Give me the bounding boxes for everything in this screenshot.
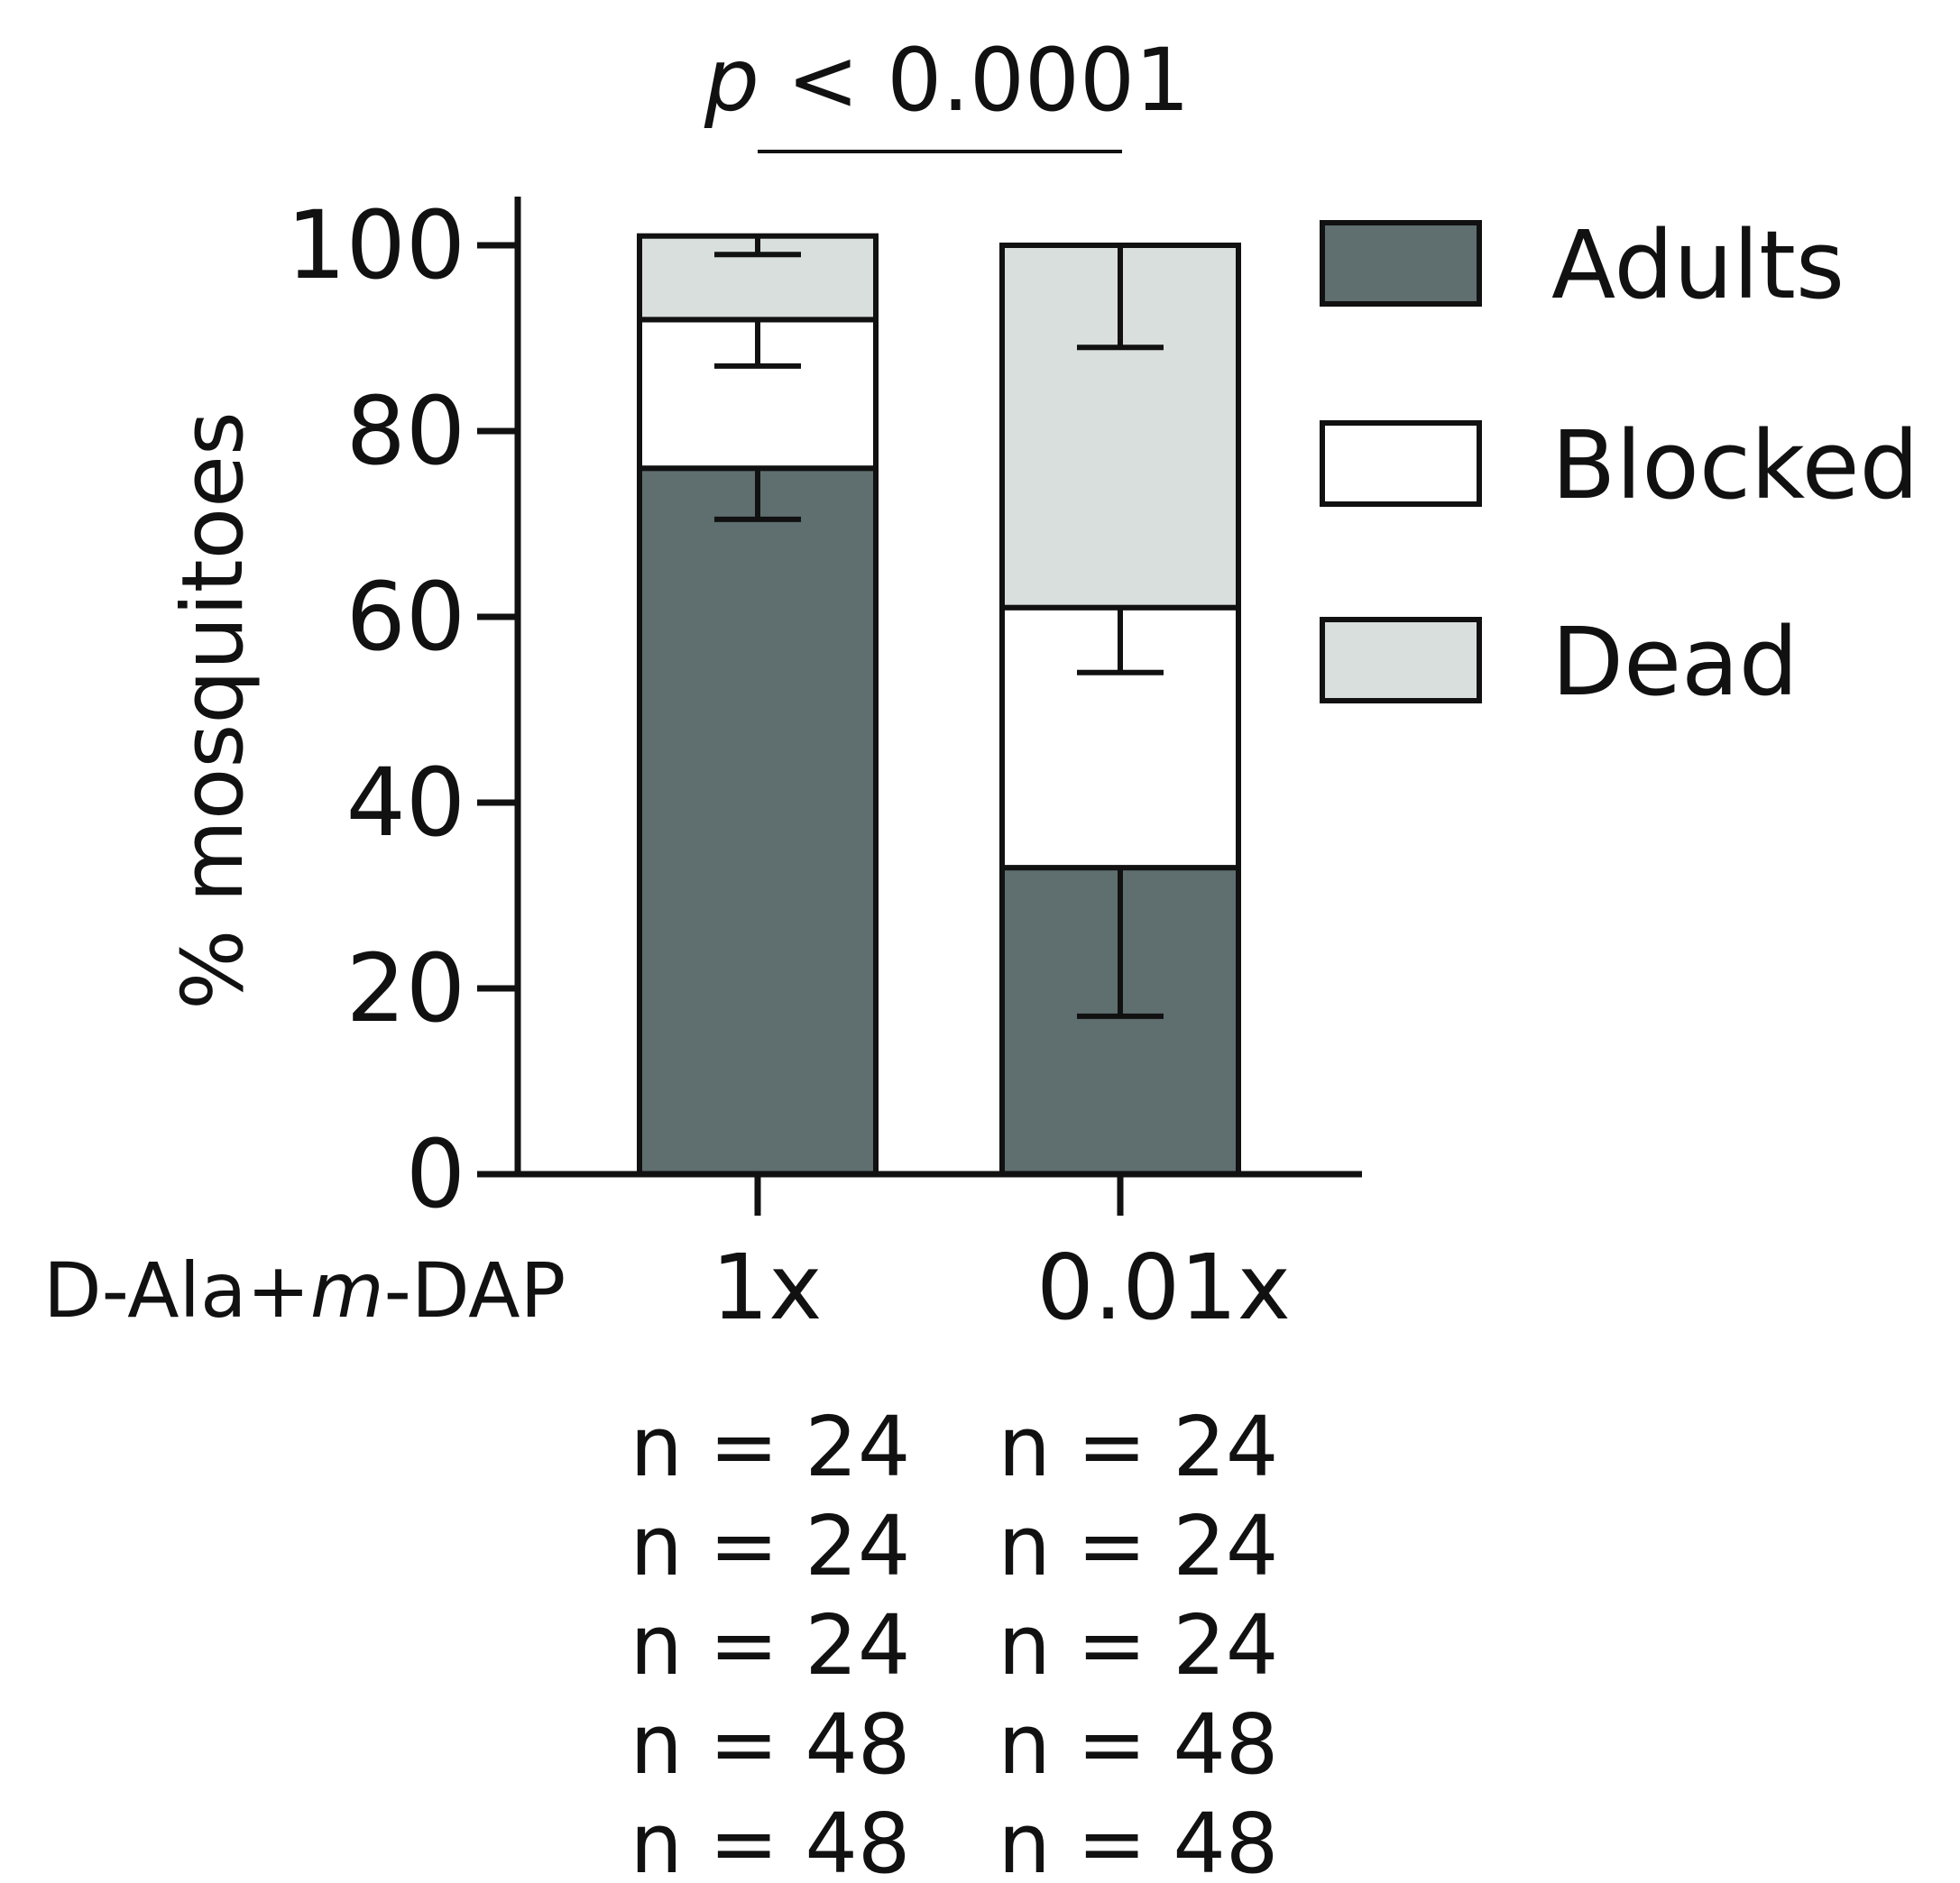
n-label-3-1: n = 48 — [998, 1696, 1279, 1793]
legend-swatch-dead — [1320, 617, 1482, 703]
x-category-label-1: 0.01x — [1036, 1235, 1291, 1340]
group-label-suffix: -DAP — [384, 1246, 566, 1335]
y-tick-label-80: 80 — [346, 376, 465, 486]
legend-swatch-adults — [1320, 220, 1482, 307]
n-label-3-0: n = 48 — [630, 1696, 911, 1793]
y-tick-label-60: 60 — [346, 562, 465, 672]
x-category-label-0: 1x — [712, 1235, 823, 1340]
bar-segment-blocked-1 — [999, 604, 1241, 871]
n-label-2-0: n = 24 — [630, 1597, 911, 1694]
n-label-1-0: n = 24 — [630, 1498, 911, 1594]
legend-label-adults: Adults — [1551, 210, 1845, 320]
significance-text: p < 0.0001 — [704, 30, 1190, 131]
bars-layer — [637, 233, 1241, 1177]
y-axis-label: % mosquitoes — [164, 411, 262, 1010]
legend-label-dead: Dead — [1551, 607, 1799, 717]
y-tick-label-0: 0 — [406, 1119, 465, 1229]
p-symbol: p — [704, 30, 759, 131]
n-label-4-0: n = 48 — [630, 1796, 911, 1883]
n-label-0-0: n = 24 — [630, 1399, 911, 1495]
labels-layer: 0 20 40 60 80 100 % mosquitoes 1x 0.01x D-Ala+m-D… — [43, 190, 1291, 1340]
bar-segment-adults-0 — [637, 465, 879, 1177]
p-value: < 0.0001 — [759, 30, 1190, 131]
error-bars-layer — [714, 235, 1164, 1019]
n-label-4-1: n = 48 — [998, 1796, 1279, 1883]
legend-label-blocked: Blocked — [1551, 410, 1919, 520]
sample-size-table: n = 24 n = 24n = 24 n = 24n = 24 n = 24n = … — [630, 1399, 1279, 1883]
legend: Adults Blocked Dead — [1320, 210, 1919, 717]
group-label-italic: m — [310, 1246, 384, 1335]
legend-swatch-blocked — [1320, 420, 1482, 507]
n-label-1-1: n = 24 — [998, 1498, 1279, 1594]
y-tick-label-20: 20 — [346, 933, 465, 1043]
n-label-2-1: n = 24 — [998, 1597, 1279, 1694]
y-tick-label-40: 40 — [346, 748, 465, 858]
n-label-0-1: n = 24 — [998, 1399, 1279, 1495]
significance-annotation: p < 0.0001 — [704, 30, 1190, 153]
axes-layer — [477, 197, 1362, 1216]
group-label-prefix: D-Ala+ — [43, 1246, 310, 1335]
y-tick-label-100: 100 — [286, 190, 465, 300]
group-label: D-Ala+m-DAP — [43, 1246, 566, 1335]
